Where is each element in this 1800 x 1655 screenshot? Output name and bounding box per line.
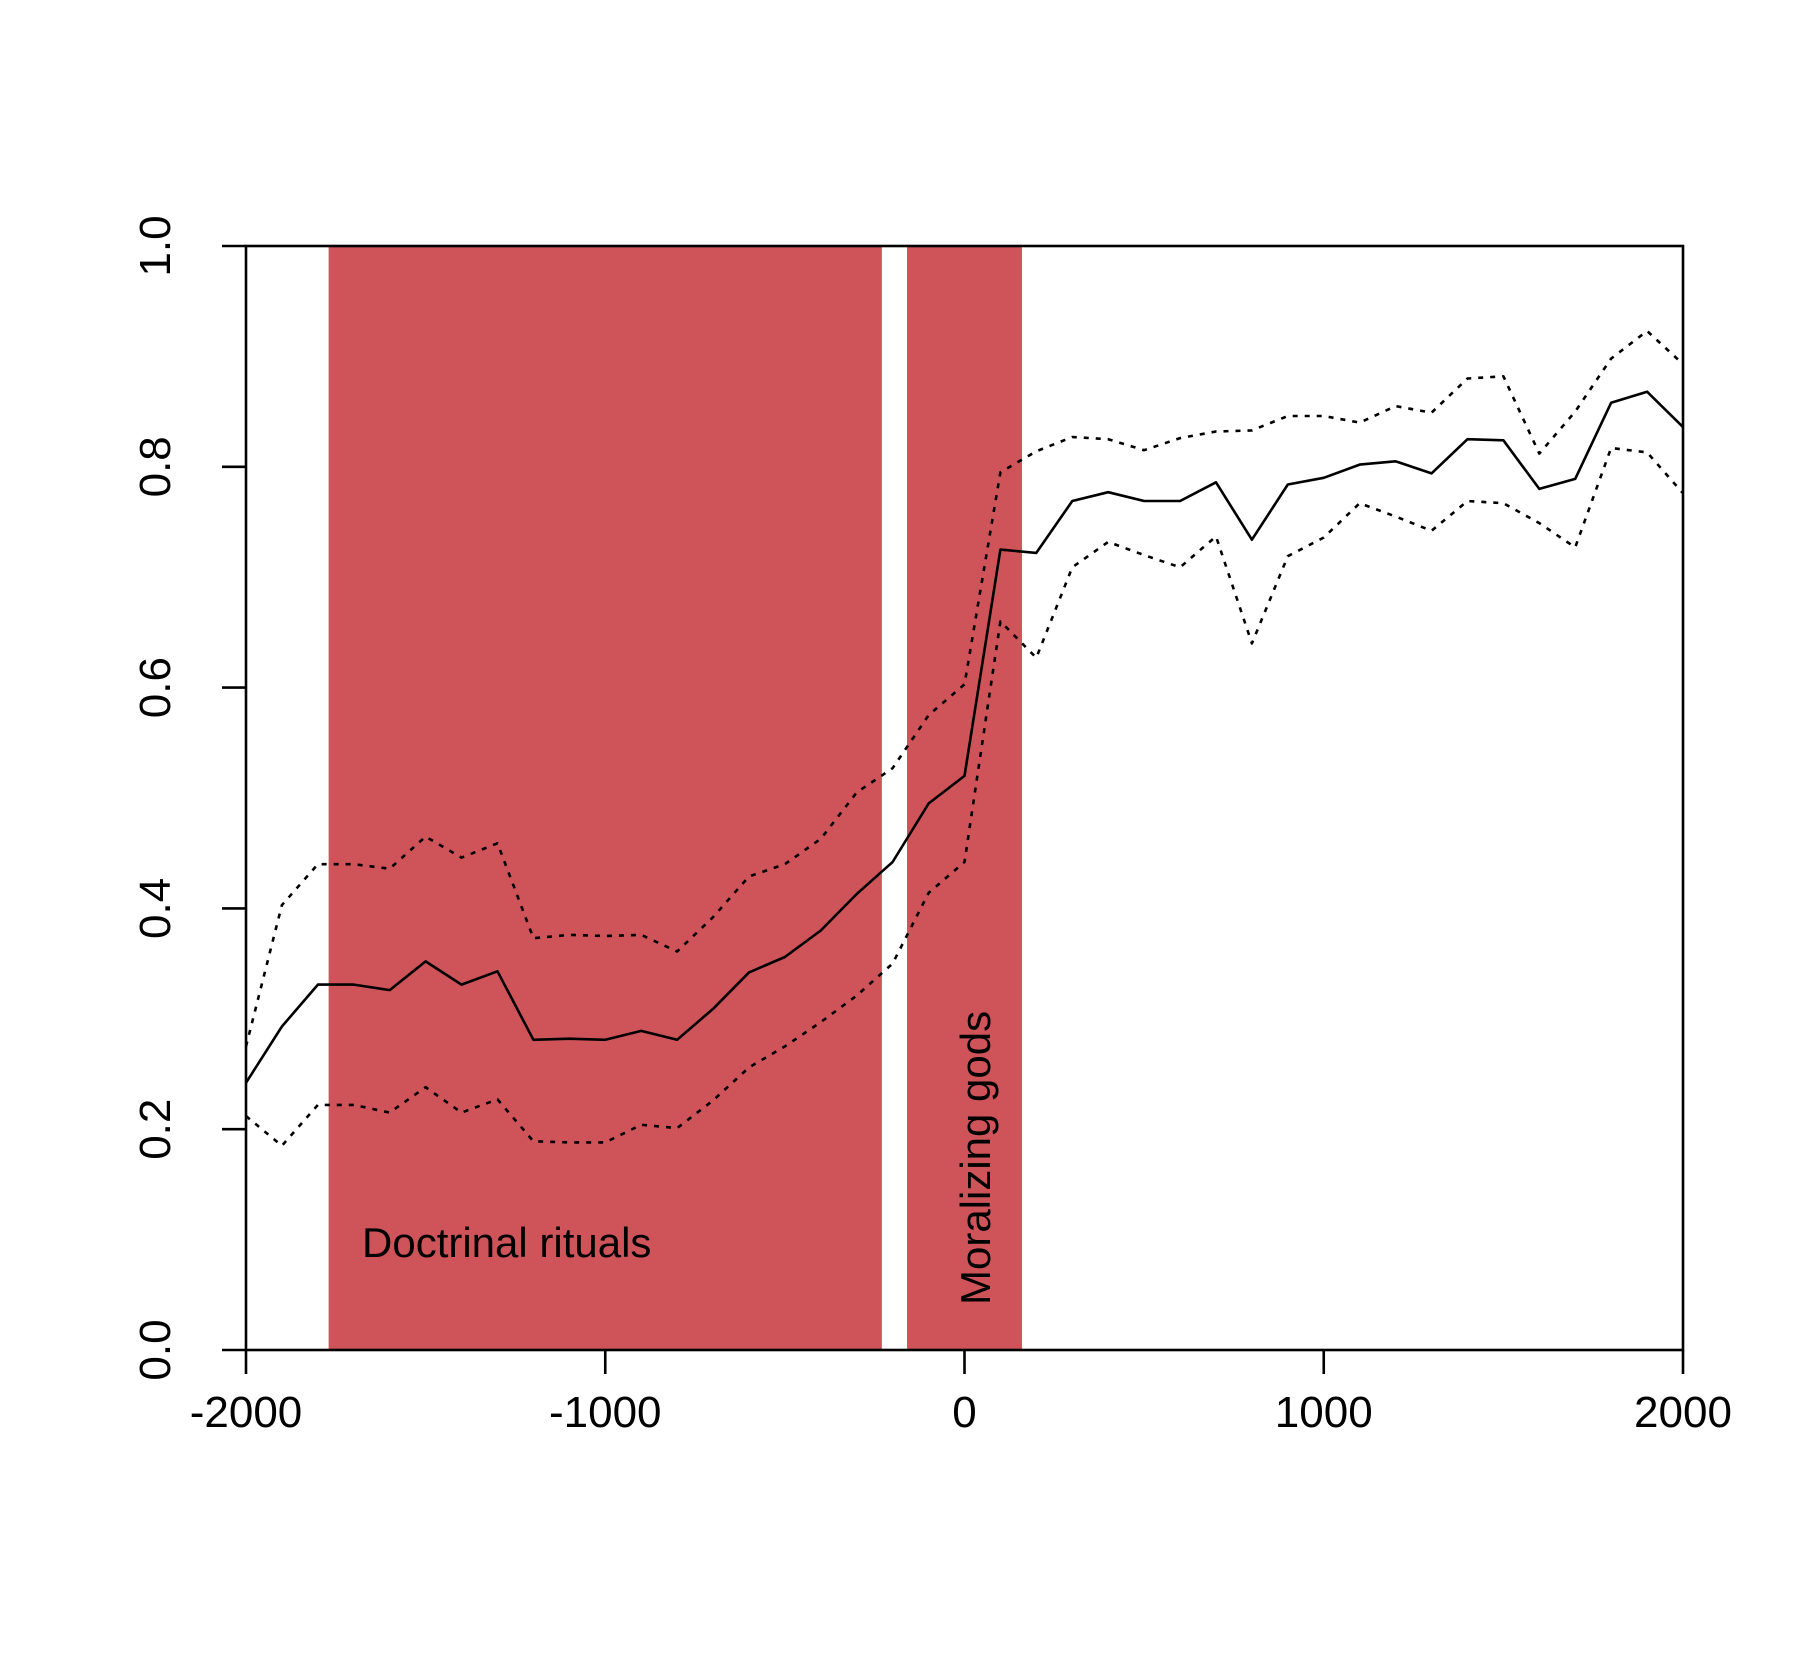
y-tick-label-1: 0.0 bbox=[131, 1319, 180, 1380]
y-tick-label-6: 1.0 bbox=[131, 215, 180, 276]
region-label-2: Moralizing gods bbox=[952, 1011, 999, 1305]
region-label-1: Doctrinal rituals bbox=[362, 1219, 651, 1266]
shaded-region-1 bbox=[328, 246, 882, 1350]
series-lines bbox=[244, 329, 1684, 1148]
x-tick-label-4: 1000 bbox=[1275, 1388, 1373, 1437]
y-tick-label-4: 0.6 bbox=[131, 657, 180, 718]
axes: -2000 -1000 0 1000 2000 0.0 0.2 0.4 0.6 0.8 1.0 bbox=[131, 215, 1732, 1437]
x-tick-label-1: -2000 bbox=[190, 1388, 303, 1437]
region-labels: Doctrinal rituals Moralizing gods bbox=[362, 1011, 999, 1305]
y-tick-label-2: 0.2 bbox=[131, 1099, 180, 1160]
series-line-1 bbox=[244, 390, 1684, 1084]
x-tick-label-5: 2000 bbox=[1634, 1388, 1732, 1437]
series-line-2 bbox=[244, 329, 1684, 1047]
x-tick-label-3: 0 bbox=[952, 1388, 976, 1437]
x-tick-label-2: -1000 bbox=[549, 1388, 662, 1437]
shaded-regions bbox=[328, 246, 1022, 1350]
shaded-region-2 bbox=[907, 246, 1022, 1350]
series-line-3 bbox=[245, 446, 1684, 1148]
y-tick-label-5: 0.8 bbox=[131, 436, 180, 497]
y-tick-label-3: 0.4 bbox=[131, 878, 180, 939]
